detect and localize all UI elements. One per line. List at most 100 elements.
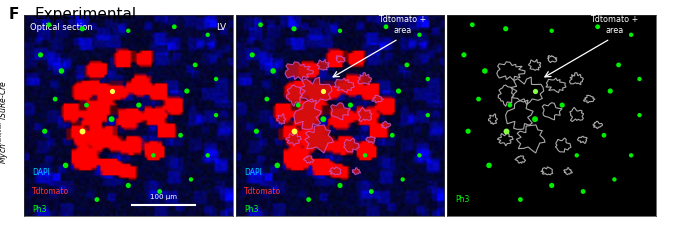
- Point: [571, 153, 582, 157]
- Polygon shape: [277, 114, 286, 124]
- Point: [106, 117, 117, 121]
- Text: DAPI: DAPI: [32, 168, 50, 177]
- Point: [123, 184, 134, 187]
- Polygon shape: [330, 103, 350, 120]
- Point: [360, 153, 371, 157]
- Text: F: F: [9, 7, 19, 22]
- Text: Tdtomato +
area: Tdtomato + area: [590, 15, 639, 35]
- Point: [366, 190, 377, 194]
- Point: [577, 190, 588, 194]
- Point: [318, 89, 328, 93]
- Point: [169, 25, 180, 29]
- Point: [626, 33, 636, 37]
- Point: [500, 129, 511, 133]
- Polygon shape: [366, 136, 375, 143]
- Point: [288, 129, 299, 133]
- Point: [515, 197, 526, 201]
- Point: [381, 25, 392, 29]
- Point: [609, 177, 620, 181]
- Point: [479, 69, 490, 73]
- Point: [35, 53, 46, 57]
- Point: [50, 97, 61, 101]
- Point: [401, 63, 412, 67]
- Point: [335, 29, 345, 33]
- Polygon shape: [317, 59, 329, 70]
- Point: [458, 53, 469, 57]
- Polygon shape: [352, 168, 360, 175]
- Point: [393, 89, 404, 93]
- Point: [261, 97, 272, 101]
- Point: [60, 163, 71, 167]
- Text: Experimental: Experimental: [34, 7, 136, 22]
- Point: [626, 153, 636, 157]
- Point: [530, 117, 541, 121]
- Point: [190, 63, 201, 67]
- Point: [288, 27, 299, 31]
- Point: [247, 53, 258, 57]
- Point: [500, 27, 511, 31]
- Point: [92, 197, 103, 201]
- Point: [133, 103, 144, 107]
- Point: [546, 184, 557, 187]
- Point: [397, 177, 408, 181]
- Text: 100 μm: 100 μm: [150, 194, 177, 199]
- Point: [335, 184, 345, 187]
- Polygon shape: [358, 73, 372, 85]
- Point: [39, 129, 50, 133]
- Polygon shape: [303, 156, 314, 163]
- Point: [255, 23, 266, 27]
- Point: [473, 97, 484, 101]
- Polygon shape: [372, 95, 384, 103]
- Point: [634, 77, 645, 81]
- Text: Tdtomato: Tdtomato: [244, 186, 281, 196]
- Point: [613, 63, 624, 67]
- Point: [211, 113, 222, 117]
- Point: [106, 89, 117, 93]
- Point: [175, 133, 186, 137]
- Point: [422, 113, 433, 117]
- Point: [44, 23, 54, 27]
- Text: Tdtomato: Tdtomato: [32, 186, 69, 196]
- Point: [202, 153, 213, 157]
- Polygon shape: [286, 85, 302, 106]
- Text: Tdtomato +
area: Tdtomato + area: [379, 15, 427, 35]
- Polygon shape: [286, 133, 301, 146]
- Point: [186, 177, 197, 181]
- Point: [154, 190, 165, 194]
- Point: [148, 153, 159, 157]
- Text: Optical section: Optical section: [30, 23, 92, 32]
- Point: [422, 77, 433, 81]
- Text: $Mycn^{flox/flox}$ iSuRe-Cre: $Mycn^{flox/flox}$ iSuRe-Cre: [0, 81, 12, 164]
- Point: [272, 163, 283, 167]
- Point: [605, 89, 615, 93]
- Point: [268, 69, 279, 73]
- Polygon shape: [358, 107, 372, 122]
- Point: [634, 113, 645, 117]
- Point: [557, 103, 568, 107]
- Point: [345, 103, 356, 107]
- Point: [546, 29, 557, 33]
- Point: [414, 33, 425, 37]
- Polygon shape: [336, 56, 345, 63]
- Polygon shape: [343, 138, 359, 152]
- Point: [505, 103, 515, 107]
- Point: [211, 77, 222, 81]
- Point: [414, 153, 425, 157]
- Polygon shape: [329, 167, 341, 175]
- Point: [598, 133, 609, 137]
- Point: [56, 69, 67, 73]
- Polygon shape: [334, 78, 354, 93]
- Polygon shape: [305, 125, 333, 153]
- Text: Ph3: Ph3: [244, 205, 258, 214]
- Point: [467, 23, 478, 27]
- Text: Ph3: Ph3: [32, 205, 46, 214]
- Text: DAPI: DAPI: [244, 168, 262, 177]
- Text: LV: LV: [216, 23, 226, 32]
- Text: Ph3: Ph3: [456, 195, 470, 204]
- Polygon shape: [381, 121, 391, 128]
- Polygon shape: [299, 77, 332, 105]
- Point: [530, 89, 541, 93]
- Polygon shape: [294, 100, 322, 129]
- Point: [387, 133, 398, 137]
- Point: [202, 33, 213, 37]
